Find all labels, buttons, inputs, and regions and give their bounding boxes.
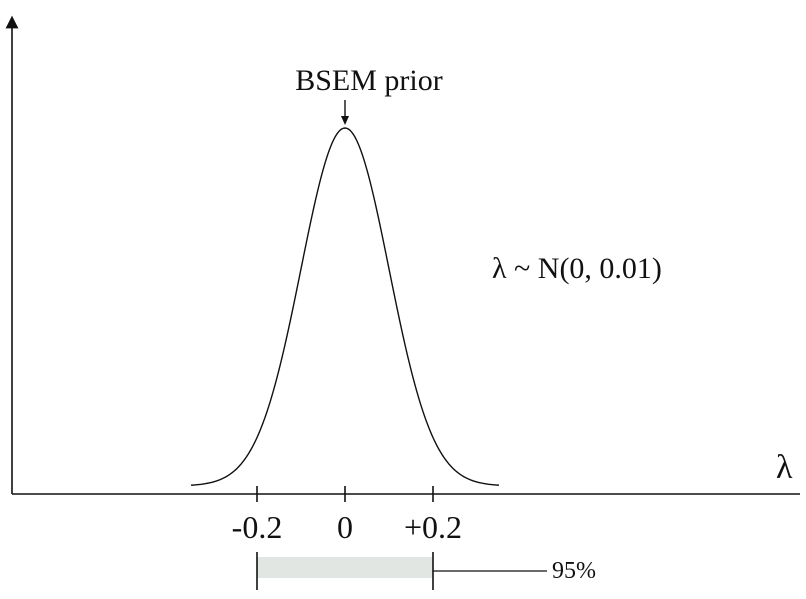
- x-axis-label: λ: [776, 449, 793, 486]
- distribution-formula: λ ~ N(0, 0.01): [492, 252, 662, 285]
- interval-label: 95%: [552, 558, 596, 584]
- peak-arrow-head: [341, 116, 349, 125]
- interval-bar: [257, 557, 433, 578]
- density-curve: [190, 127, 500, 486]
- x-tick-label: 0: [337, 509, 353, 545]
- peak-annotation-label: BSEM prior: [295, 64, 443, 97]
- x-tick-label: +0.2: [404, 509, 462, 545]
- x-tick-label: -0.2: [232, 509, 283, 545]
